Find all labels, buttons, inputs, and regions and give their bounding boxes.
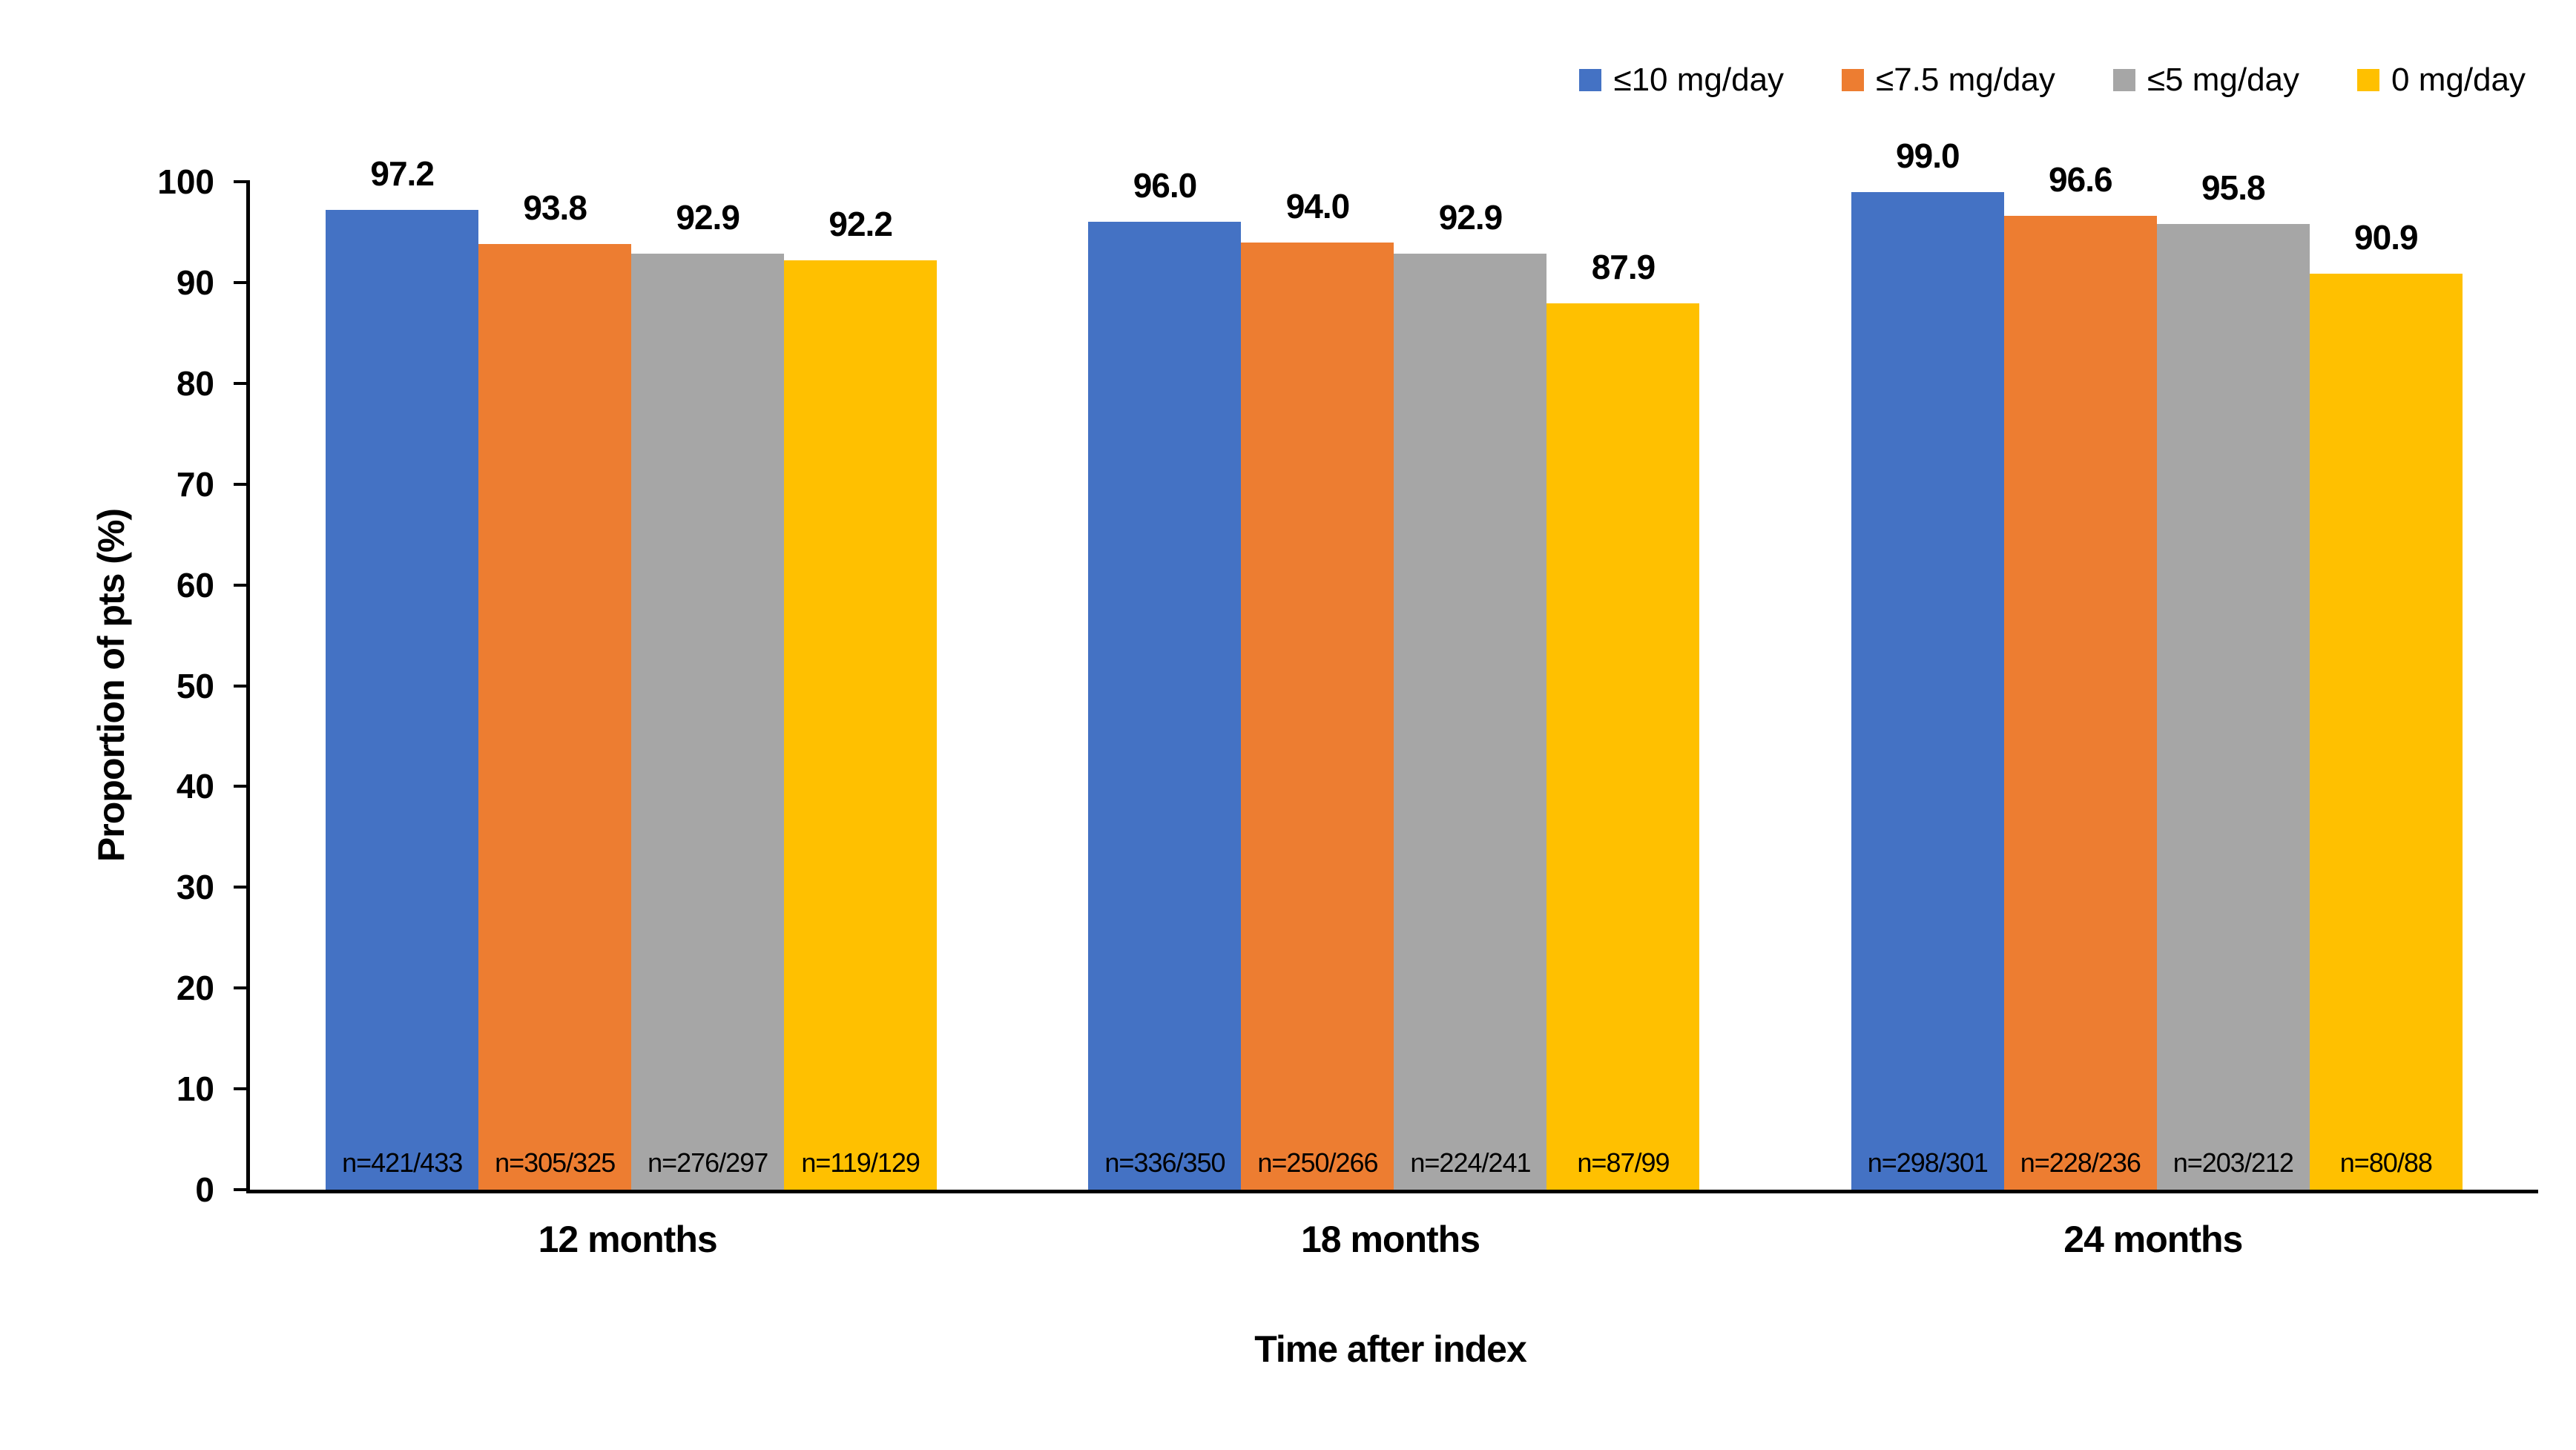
bar: 92.9 n=276/297 [631, 200, 785, 1190]
y-axis-tick-label: 50 [176, 666, 214, 705]
bar-value-label: 94.0 [1285, 186, 1351, 225]
y-axis-tick-mark [234, 1188, 250, 1191]
x-axis-category-labels: 12 months 18 months 24 months [246, 1218, 2534, 1261]
y-axis-tick-label: 70 [176, 464, 214, 504]
y-axis-tick-mark [234, 381, 250, 385]
legend-label: ≤7.5 mg/day [1876, 62, 2055, 98]
bar-value-label: 87.9 [1591, 248, 1656, 287]
bar: 92.2 n=119/129 [784, 207, 938, 1190]
y-axis: 0 10 20 30 40 50 60 70 80 90 100 [157, 165, 2538, 1207]
y-axis-tick-label: 80 [176, 363, 214, 403]
y-axis-tick-label: 60 [176, 565, 214, 604]
y-axis-tick-label: 0 [195, 1170, 214, 1209]
bar-n-label: n=228/236 [2020, 1147, 2141, 1178]
bar-group: 97.2 n=421/433 93.8 n=305/325 92.9 n=276/297 9… [250, 156, 1012, 1190]
bar: 99.0 n=298/301 [1851, 139, 2004, 1190]
y-axis-tick-mark [234, 785, 250, 788]
y-axis-tick-mark [234, 986, 250, 990]
y-axis-tick-mark [234, 280, 250, 284]
legend-swatch-icon [1842, 69, 1865, 91]
bar-group: 99.0 n=298/301 96.6 n=228/236 95.8 n=203/212 9… [1776, 139, 2538, 1190]
legend-item: ≤7.5 mg/day [1842, 64, 2055, 96]
bar: 96.6 n=228/236 [2003, 162, 2157, 1190]
bar-groups: 97.2 n=421/433 93.8 n=305/325 92.9 n=276/297 9… [250, 139, 2538, 1190]
bar-n-label: n=421/433 [342, 1147, 463, 1178]
legend-item: ≤10 mg/day [1579, 64, 1784, 96]
bar-value-label: 95.8 [2201, 168, 2266, 208]
y-axis-tick-label: 90 [176, 263, 214, 302]
bar-n-label: n=336/350 [1104, 1147, 1225, 1178]
bar-n-label: n=119/129 [801, 1147, 920, 1178]
legend: ≤10 mg/day ≤7.5 mg/day ≤5 mg/day 0 mg/day [1579, 64, 2526, 96]
bar-value-label: 96.6 [2049, 160, 2113, 200]
bar: 93.8 n=305/325 [478, 191, 632, 1190]
bar-n-label: n=80/88 [2339, 1147, 2433, 1178]
bar: 87.9 n=87/99 [1546, 250, 1700, 1190]
x-axis-title: Time after index [1254, 1328, 1527, 1370]
legend-swatch-icon [2112, 69, 2135, 91]
bar-n-label: n=224/241 [1410, 1147, 1531, 1178]
y-axis-title: Proportion of pts (%) [90, 508, 132, 863]
y-axis-tick-label: 10 [176, 1070, 214, 1109]
legend-item: ≤5 mg/day [2112, 62, 2300, 98]
y-axis-tick-mark [234, 583, 250, 587]
bar: 92.9 n=224/241 [1394, 200, 1547, 1190]
bar-value-label: 97.2 [370, 154, 435, 194]
y-axis-tick-label: 30 [176, 868, 214, 907]
legend-label: ≤5 mg/day [2147, 62, 2300, 98]
y-axis-tick-mark [234, 886, 250, 889]
legend-swatch-icon [1579, 69, 1602, 91]
legend-swatch-icon [2357, 69, 2380, 91]
bar-n-label: n=87/99 [1577, 1147, 1670, 1178]
bar-n-label: n=250/266 [1257, 1147, 1378, 1178]
x-axis-category-label: 12 months [538, 1219, 718, 1260]
bar: 90.9 n=80/88 [2309, 220, 2463, 1190]
bar-value-label: 90.9 [2354, 217, 2419, 257]
bar-value-label: 92.2 [829, 205, 893, 244]
bar-n-label: n=276/297 [648, 1147, 768, 1178]
legend-label: 0 mg/day [2391, 62, 2526, 98]
bar: 94.0 n=250/266 [1241, 189, 1394, 1190]
plot-area: 0 10 20 30 40 50 60 70 80 90 100 97.2 n=421/433 93.8… [157, 139, 2538, 1207]
bar: 97.2 n=421/433 [326, 156, 479, 1190]
bar-value-label: 92.9 [676, 197, 740, 237]
y-axis-tick-mark [234, 684, 250, 688]
y-axis-tick-mark [234, 1087, 250, 1091]
bar-n-label: n=203/212 [2173, 1147, 2294, 1178]
x-axis-category-label: 24 months [2063, 1219, 2243, 1260]
y-axis-tick-mark [234, 482, 250, 486]
y-axis-tick-label: 40 [176, 767, 214, 806]
bar-n-label: n=305/325 [495, 1147, 616, 1178]
bar-n-label: n=298/301 [1867, 1147, 1989, 1178]
bar: 95.8 n=203/212 [2156, 171, 2310, 1190]
bar-value-label: 99.0 [1896, 136, 1960, 175]
legend-label: ≤10 mg/day [1613, 62, 1785, 98]
bar: 96.0 n=336/350 [1088, 168, 1242, 1190]
bar-value-label: 96.0 [1133, 166, 1198, 205]
x-axis-category-label: 18 months [1300, 1219, 1480, 1260]
legend-item: 0 mg/day [2357, 64, 2526, 96]
bar-value-label: 93.8 [523, 188, 587, 228]
bar-group: 96.0 n=336/350 94.0 n=250/266 92.9 n=224/241 8… [1012, 168, 1775, 1190]
y-axis-tick-mark [234, 180, 250, 183]
y-axis-tick-label: 20 [176, 969, 214, 1008]
y-axis-tick-label: 100 [157, 162, 214, 201]
bar-value-label: 92.9 [1438, 197, 1503, 237]
